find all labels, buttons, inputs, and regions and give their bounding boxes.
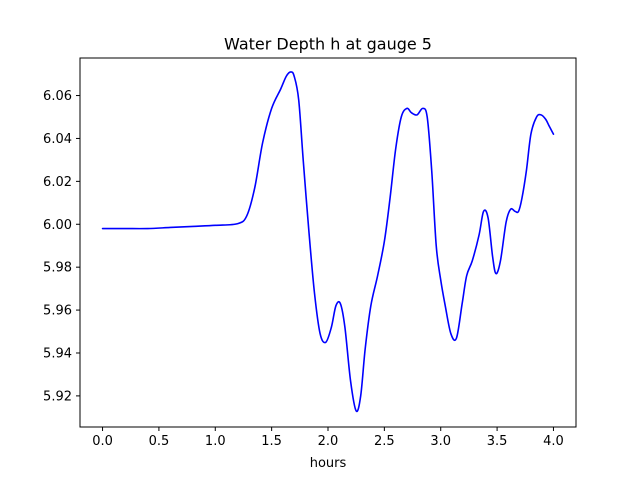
x-tick-label: 2.5 bbox=[374, 434, 395, 449]
x-tick-label: 1.0 bbox=[205, 434, 226, 449]
x-tick-label: 4.0 bbox=[543, 434, 564, 449]
series-line-0 bbox=[101, 71, 555, 413]
y-tick-label: 6.02 bbox=[43, 175, 72, 190]
x-tick-label: 0.0 bbox=[92, 434, 113, 449]
ticks-layer: 0.0 0.5 1.0 1.5 2.0 2.5 3.0 3.5 4.0 5.92 5.94 5.96 5… bbox=[43, 89, 564, 449]
y-tick-label: 5.94 bbox=[43, 346, 72, 361]
chart-title: Water Depth h at gauge 5 bbox=[224, 35, 432, 54]
x-tick-label: 0.5 bbox=[149, 434, 170, 449]
x-tick-label: 3.5 bbox=[487, 434, 508, 449]
x-tick-label: 2.0 bbox=[318, 434, 339, 449]
plot-frame bbox=[79, 57, 577, 428]
x-tick-label: 3.0 bbox=[430, 434, 451, 449]
y-tick-label: 6.06 bbox=[43, 89, 72, 104]
y-tick-label: 6.00 bbox=[43, 218, 72, 233]
x-tick-label: 1.5 bbox=[261, 434, 282, 449]
y-tick-label: 5.98 bbox=[43, 261, 72, 276]
x-axis-label: hours bbox=[310, 456, 347, 471]
series-layer bbox=[101, 71, 555, 413]
y-tick-label: 5.96 bbox=[43, 304, 72, 319]
plot-area bbox=[80, 58, 576, 427]
y-tick-label: 6.04 bbox=[43, 132, 72, 147]
y-tick-label: 5.92 bbox=[43, 389, 72, 404]
